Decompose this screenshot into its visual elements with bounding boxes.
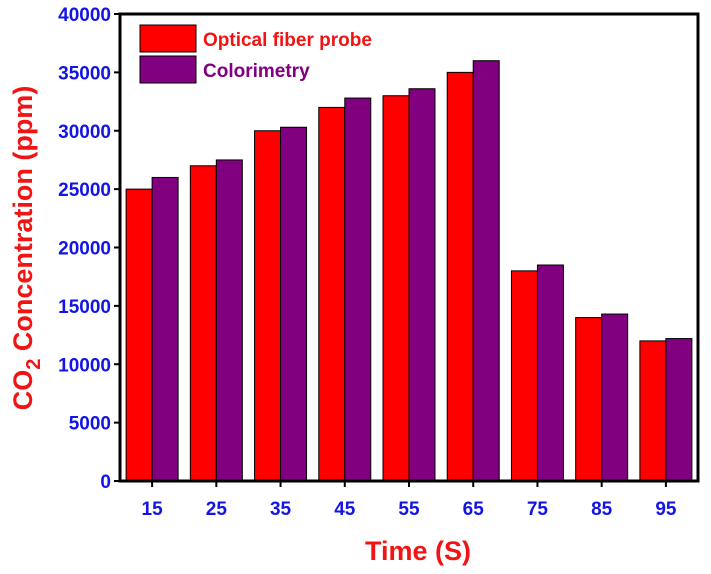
bar-optical-fiber-probe-65 — [446, 71, 474, 482]
legend: Optical fiber probe Colorimetry — [139, 24, 372, 84]
bar-colorimetry-65 — [472, 60, 500, 482]
plot-frame — [118, 12, 700, 483]
bar-colorimetry-95 — [665, 338, 693, 482]
bar-optical-fiber-probe-15 — [125, 188, 153, 482]
bar-optical-fiber-probe-25 — [189, 165, 217, 482]
y-axis-title-suffix: Concentration (ppm) — [8, 86, 38, 359]
x-tick-label: 55 — [398, 499, 420, 520]
bar-colorimetry-25 — [215, 159, 243, 482]
bar-optical-fiber-probe-75 — [510, 270, 538, 482]
bar-colorimetry-15 — [151, 176, 179, 482]
bar-colorimetry-75 — [536, 264, 564, 482]
x-tick-label: 35 — [270, 499, 292, 520]
x-axis-title: Time (S) — [365, 536, 471, 566]
x-tick-label: 25 — [206, 499, 228, 520]
y-tick-label: 25000 — [58, 180, 111, 201]
bar-colorimetry-55 — [408, 88, 436, 482]
y-axis-title: CO2 Concentration (ppm) — [8, 86, 45, 411]
x-tick-label: 75 — [527, 499, 549, 520]
y-tick-label: 40000 — [58, 5, 111, 26]
legend-label-optical-fiber-probe: Optical fiber probe — [203, 30, 372, 51]
y-axis-ticks: 0 5000 10000 15000 20000 25000 30000 35000 40000 — [58, 5, 120, 493]
y-tick-label: 0 — [100, 472, 111, 493]
legend-label-colorimetry: Colorimetry — [203, 61, 310, 82]
bar-optical-fiber-probe-35 — [254, 130, 282, 482]
y-tick-label: 35000 — [58, 63, 111, 84]
bars-group — [125, 60, 693, 482]
x-axis-ticks: 15 25 35 45 55 65 75 85 95 — [142, 481, 677, 520]
y-axis-title-prefix: CO — [8, 370, 38, 411]
x-tick-label: 85 — [591, 499, 613, 520]
bar-optical-fiber-probe-45 — [318, 106, 346, 482]
bar-optical-fiber-probe-55 — [382, 95, 410, 482]
y-tick-label: 20000 — [58, 239, 111, 260]
x-tick-label: 95 — [655, 499, 677, 520]
y-tick-label: 5000 — [69, 414, 111, 435]
y-tick-label: 30000 — [58, 122, 111, 143]
bar-optical-fiber-probe-95 — [639, 340, 667, 482]
bar-colorimetry-45 — [344, 97, 372, 482]
y-tick-label: 10000 — [58, 355, 111, 376]
bar-optical-fiber-probe-85 — [575, 317, 603, 482]
bar-colorimetry-85 — [601, 313, 629, 482]
y-axis-title-subscript: 2 — [23, 359, 45, 370]
x-tick-label: 65 — [463, 499, 485, 520]
bar-colorimetry-35 — [280, 126, 308, 482]
x-tick-label: 15 — [142, 499, 164, 520]
legend-swatch-colorimetry — [139, 55, 197, 84]
legend-swatch-optical-fiber-probe — [139, 24, 197, 53]
y-tick-label: 15000 — [58, 297, 111, 318]
x-tick-label: 45 — [334, 499, 356, 520]
